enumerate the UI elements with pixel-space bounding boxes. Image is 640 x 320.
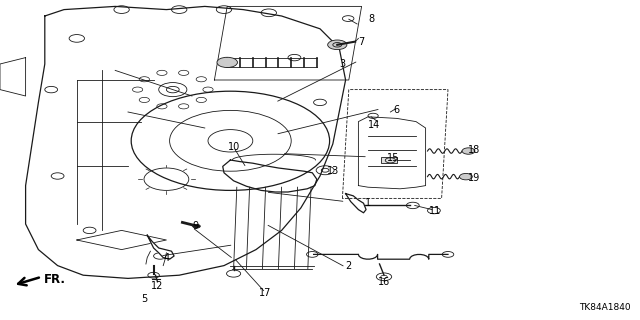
Text: TK84A1840: TK84A1840: [579, 303, 630, 312]
Text: 18: 18: [467, 145, 480, 156]
Circle shape: [460, 173, 472, 180]
Text: 19: 19: [467, 172, 480, 183]
Polygon shape: [346, 194, 366, 213]
Text: 10: 10: [227, 142, 240, 152]
Text: 13: 13: [326, 166, 339, 176]
Text: 9: 9: [192, 220, 198, 231]
Circle shape: [217, 57, 237, 68]
Circle shape: [462, 148, 475, 154]
Text: 2: 2: [346, 260, 352, 271]
Text: 3: 3: [339, 59, 346, 69]
Text: 7: 7: [358, 36, 365, 47]
Circle shape: [193, 224, 200, 228]
Text: 17: 17: [259, 288, 272, 298]
Bar: [381, 157, 397, 163]
Text: 4: 4: [163, 252, 170, 263]
Text: 14: 14: [368, 120, 381, 130]
Text: 5: 5: [141, 294, 147, 304]
Text: 16: 16: [378, 276, 390, 287]
Polygon shape: [358, 117, 426, 189]
Text: 6: 6: [394, 105, 400, 116]
Text: 8: 8: [368, 14, 374, 24]
Circle shape: [328, 40, 347, 50]
Text: 1: 1: [365, 198, 371, 208]
Text: 15: 15: [387, 153, 400, 164]
Text: 12: 12: [150, 281, 163, 292]
Text: 11: 11: [429, 206, 442, 216]
Text: FR.: FR.: [44, 273, 65, 285]
Polygon shape: [147, 235, 174, 259]
